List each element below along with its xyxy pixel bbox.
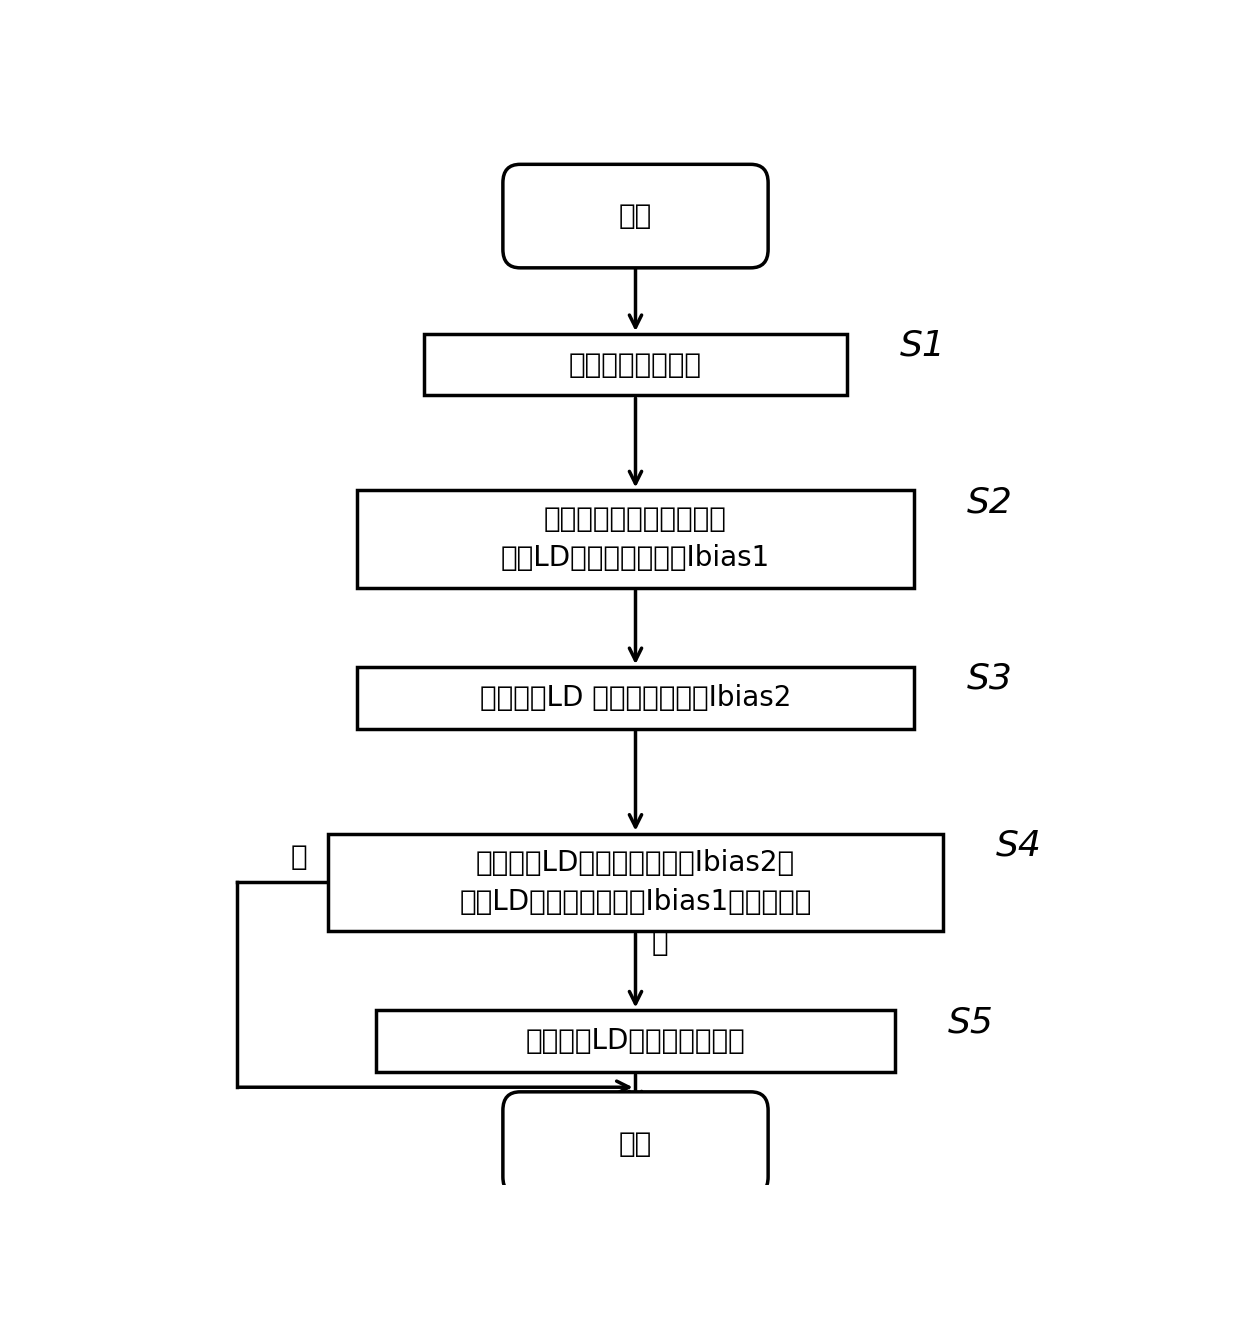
Text: 获取当前LD 偏置电流设定值Ibias2: 获取当前LD 偏置电流设定值Ibias2	[480, 684, 791, 712]
Bar	[376, 1010, 895, 1071]
Text: 是: 是	[291, 843, 308, 870]
FancyBboxPatch shape	[503, 1091, 768, 1195]
FancyBboxPatch shape	[503, 164, 768, 268]
Bar	[327, 833, 944, 930]
Text: S1: S1	[900, 329, 946, 363]
Text: S3: S3	[967, 662, 1013, 696]
Text: 设置最佳LD偏置电流设定值: 设置最佳LD偏置电流设定值	[526, 1028, 745, 1055]
Text: 开始: 开始	[619, 202, 652, 230]
Text: 获取当前供电电压: 获取当前供电电压	[569, 350, 702, 379]
Text: 根据当前电压查找表得到
最佳LD偏置电流设定值Ibias1: 根据当前电压查找表得到 最佳LD偏置电流设定值Ibias1	[501, 506, 770, 572]
Text: S5: S5	[947, 1005, 993, 1040]
Bar	[424, 334, 847, 395]
Bar	[357, 490, 914, 587]
Text: 结束: 结束	[619, 1130, 652, 1158]
Text: S4: S4	[996, 828, 1042, 862]
Text: 判断当前LD偏置电流设定值Ibias2与
最佳LD偏置电流设定值Ibias1是否一致？: 判断当前LD偏置电流设定值Ibias2与 最佳LD偏置电流设定值Ibias1是否…	[459, 849, 812, 916]
Bar	[357, 667, 914, 728]
Text: 否: 否	[651, 929, 668, 957]
Text: S2: S2	[967, 484, 1013, 519]
